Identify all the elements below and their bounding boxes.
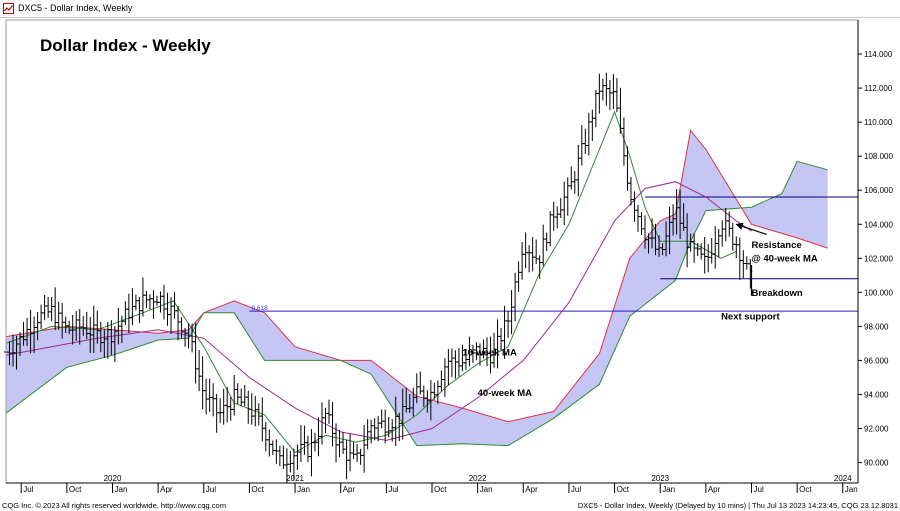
x-tick-label: Jan (297, 485, 310, 494)
x-tick-label: Oct (799, 485, 812, 494)
year-label: 2022 (469, 474, 487, 483)
annotation-1: 40-week MA (478, 388, 533, 399)
window-title: DXC5 - Dollar Index, Weekly (18, 3, 133, 13)
x-tick-label: Apr (708, 485, 721, 494)
x-tick-label: Apr (160, 485, 173, 494)
x-tick-label: Apr (525, 485, 538, 494)
chart-window-icon (3, 3, 14, 14)
x-tick-label: Apr (343, 485, 356, 494)
x-tick-label: Jan (662, 485, 675, 494)
annotation-3: @ 40-week MA (752, 254, 818, 265)
footer-copyright: CQG Inc. © 2023 All rights reserved worl… (2, 501, 226, 510)
chart-title: Dollar Index - Weekly (40, 36, 211, 55)
ma40-layer (5, 181, 752, 441)
y-tick-label: 102.000 (864, 254, 893, 263)
x-tick-label: Oct (434, 485, 447, 494)
x-axis: Jul Oct Jan Apr Jul Oct Jan Apr Jul Oct Jan Apr Jul O… (20, 474, 858, 494)
annotations: 10-week MA 40-week MA Resistance @ 40-week … (462, 222, 818, 399)
status-footer: CQG Inc. © 2023 All rights reserved worl… (0, 500, 900, 511)
x-tick-label: Jan (115, 485, 128, 494)
window-titlebar: DXC5 - Dollar Index, Weekly (0, 0, 900, 18)
price-bars (4, 72, 753, 483)
footer-status: DXC5 - Dollar Index, Weekly (Delayed by … (577, 501, 898, 510)
year-label: 2021 (286, 474, 304, 483)
y-tick-label: 108.000 (864, 152, 893, 161)
y-tick-label: 98.000 (864, 322, 889, 331)
x-tick-label: Jul (206, 485, 216, 494)
annotation-0: 10-week MA (462, 347, 517, 358)
x-tick-label: Oct (617, 485, 630, 494)
annotation-4: Breakdown (752, 288, 803, 299)
y-tick-label: 92.000 (864, 425, 889, 434)
y-tick-label: 114.000 (864, 50, 893, 59)
y-tick-label: 90.000 (864, 459, 889, 468)
y-tick-label: 96.000 (864, 356, 889, 365)
y-tick-label: 104.000 (864, 220, 893, 229)
y-tick-label: 106.000 (864, 186, 893, 195)
x-tick-label: Jul (388, 485, 398, 494)
x-tick-label: Jul (23, 485, 33, 494)
y-tick-label: 112.000 (864, 84, 893, 93)
y-tick-label: 94.000 (864, 390, 889, 399)
x-tick-label: Jan (845, 485, 858, 494)
annotation-5: Next support (721, 312, 780, 323)
x-tick-label: Jan (480, 485, 493, 494)
year-label: 2023 (651, 474, 669, 483)
x-tick-label: Oct (69, 485, 82, 494)
y-tick-label: 100.000 (864, 288, 893, 297)
x-tick-label: Oct (251, 485, 264, 494)
annotation-arrow-0 (735, 222, 767, 236)
fib-level-label: 0.618 (251, 305, 268, 312)
y-axis: 90.000 92.000 94.000 96.000 98.000 100.000 102… (858, 50, 893, 468)
cloud-upper-line (5, 129, 828, 423)
x-tick-label: Jul (571, 485, 581, 494)
ma40-line (5, 181, 752, 441)
annotation-2: Resistance (752, 240, 802, 251)
price-chart[interactable]: 0.618 10-week MA 40-week MA Resistance @ 40… (0, 18, 900, 500)
year-label: 2020 (104, 474, 122, 483)
year-label: 2024 (834, 474, 852, 483)
x-tick-label: Jul (754, 485, 764, 494)
y-tick-label: 110.000 (864, 118, 893, 127)
cloud-fill (6, 130, 828, 446)
